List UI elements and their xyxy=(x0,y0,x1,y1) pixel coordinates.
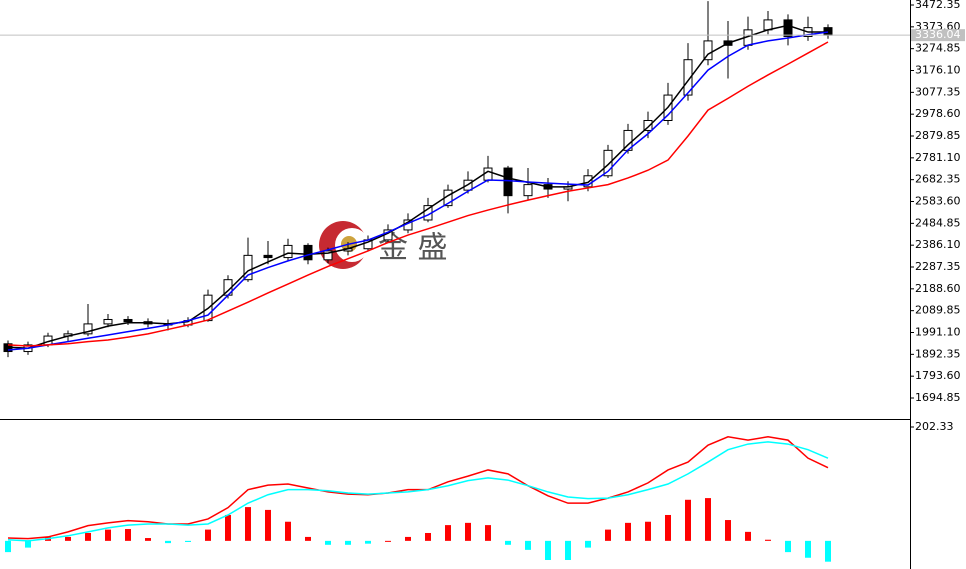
y-tick-label: 2484.85 xyxy=(915,216,961,229)
y-tick-label: 2188.60 xyxy=(915,282,961,295)
macd-bar xyxy=(805,540,811,558)
candle-body xyxy=(83,323,93,335)
macd-bar xyxy=(765,539,771,541)
candle-body xyxy=(783,19,793,37)
macd-bar xyxy=(345,540,351,545)
macd-bar xyxy=(245,507,251,541)
y-tick-label: 2089.85 xyxy=(915,304,961,317)
macd-bar xyxy=(225,514,231,541)
candle-body xyxy=(643,119,653,131)
candle-body xyxy=(283,244,293,259)
macd-bar xyxy=(265,509,271,541)
y-tick-label: 1694.85 xyxy=(915,391,961,404)
macd-bar xyxy=(585,540,591,548)
candle-body xyxy=(503,167,513,197)
macd-bar xyxy=(445,525,451,541)
macd-bar xyxy=(825,540,831,562)
macd-bar xyxy=(165,540,171,544)
candle-body xyxy=(103,318,113,325)
macd-bar xyxy=(725,520,731,541)
candle-body xyxy=(483,167,493,181)
macd-bar xyxy=(705,498,711,541)
macd-bar xyxy=(285,521,291,541)
macd-bar xyxy=(665,514,671,541)
y-tick-label: 2682.35 xyxy=(915,173,961,186)
indicator-line xyxy=(7,435,829,540)
macd-bar xyxy=(325,540,331,545)
indicator-line xyxy=(7,24,828,349)
candle-body xyxy=(243,254,253,281)
y-tick-label: 2879.85 xyxy=(915,129,961,142)
macd-bar xyxy=(125,529,131,541)
y-tick-label: 3472.35 xyxy=(915,0,961,11)
candle-body xyxy=(123,318,133,323)
y-tick-label: 3077.35 xyxy=(915,85,961,98)
macd-bar xyxy=(425,532,431,541)
macd-bar xyxy=(145,538,151,541)
candle-body xyxy=(763,19,773,31)
macd-bar xyxy=(305,536,311,541)
macd-bar xyxy=(545,540,551,560)
candle-body xyxy=(583,175,593,188)
indicator-line xyxy=(7,31,829,351)
macd-bar xyxy=(645,521,651,541)
macd-bar xyxy=(565,540,571,560)
macd-bar xyxy=(85,532,91,541)
macd-bar xyxy=(5,540,11,553)
macd-bar xyxy=(745,531,751,541)
macd-bar xyxy=(785,540,791,553)
macd-bar xyxy=(105,529,111,541)
indicator-line xyxy=(7,441,829,542)
macd-bar xyxy=(525,540,531,550)
indicator-line xyxy=(7,41,829,347)
macd-bar xyxy=(505,540,511,545)
macd-bar xyxy=(625,522,631,541)
candle-body xyxy=(263,254,273,259)
macd-bar xyxy=(185,540,191,542)
macd-bar xyxy=(485,525,491,541)
y-tick-label: 3274.85 xyxy=(915,42,961,55)
candle-body xyxy=(303,244,313,261)
macd-bar xyxy=(385,540,391,542)
macd-bar xyxy=(65,536,71,541)
y-tick-label: 1793.60 xyxy=(915,369,961,382)
macd-bar xyxy=(405,536,411,541)
candle-body xyxy=(683,59,693,96)
macd-bar xyxy=(25,540,31,548)
macd-bar xyxy=(685,499,691,541)
macd-bar xyxy=(365,540,371,544)
y-tick-label: 1991.10 xyxy=(915,326,961,339)
candle-body xyxy=(603,149,613,177)
candle-body xyxy=(703,40,713,61)
y-tick-label: 2583.60 xyxy=(915,195,961,208)
y-tick-label: 2287.35 xyxy=(915,260,961,273)
y-tick-label: 2978.60 xyxy=(915,107,961,120)
macd-bar xyxy=(205,529,211,541)
current-price-label: 3336.04 xyxy=(915,28,961,41)
current-price-box xyxy=(911,29,965,42)
y-tick-label: 2781.10 xyxy=(915,151,961,164)
y-tick-label: 1892.35 xyxy=(915,347,961,360)
y-tick-label: 202.33 xyxy=(915,420,954,433)
macd-bar xyxy=(605,529,611,541)
candle-body xyxy=(523,184,533,197)
macd-bar xyxy=(465,522,471,541)
y-tick-label: 3176.10 xyxy=(915,64,961,77)
candle-body xyxy=(323,250,333,261)
y-tick-label: 2386.10 xyxy=(915,238,961,251)
